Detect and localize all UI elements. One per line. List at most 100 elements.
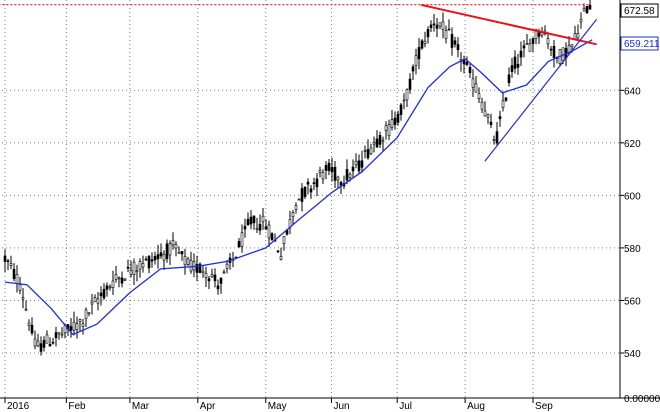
- x-tick-label: Aug: [467, 401, 485, 412]
- candle-body: [90, 301, 94, 305]
- candle-body: [366, 149, 370, 159]
- candle-body: [369, 147, 373, 155]
- candle-body: [225, 263, 229, 269]
- candle-body: [9, 263, 13, 266]
- candle: [309, 185, 313, 199]
- candle: [576, 24, 580, 40]
- candle-body: [81, 323, 85, 327]
- candle-body: [480, 102, 484, 110]
- candle: [18, 276, 22, 295]
- candle-body: [162, 254, 166, 261]
- candle: [282, 236, 286, 251]
- candle: [195, 255, 199, 282]
- candle: [525, 34, 529, 45]
- candle-body: [3, 255, 7, 262]
- candle-body: [297, 198, 301, 201]
- candle: [108, 284, 112, 291]
- candle-body: [444, 30, 448, 39]
- candle: [156, 244, 160, 269]
- candle: [312, 177, 316, 191]
- candle-body: [333, 166, 337, 181]
- candle: [69, 317, 73, 338]
- candle-body: [135, 270, 139, 273]
- candle: [483, 101, 487, 117]
- candle-body: [123, 278, 127, 281]
- candle-body: [93, 297, 97, 303]
- candle-body: [546, 38, 550, 45]
- candle-body: [390, 119, 394, 128]
- candle-body: [261, 215, 265, 223]
- candle: [438, 22, 442, 30]
- candle-body: [213, 274, 217, 282]
- candle: [495, 121, 499, 146]
- candle-body: [75, 323, 79, 330]
- candle-body: [477, 93, 481, 99]
- candle-body: [507, 74, 511, 83]
- candle: [204, 266, 208, 288]
- ma-label-box: [620, 36, 659, 51]
- candle: [159, 243, 163, 259]
- candle-body: [354, 160, 358, 166]
- candle-body: [39, 343, 43, 352]
- candle-body: [141, 263, 145, 268]
- candle: [162, 250, 166, 270]
- candle: [75, 316, 79, 339]
- candle: [210, 268, 214, 278]
- candle-body: [522, 45, 526, 49]
- x-tick-label: Jul: [399, 401, 412, 412]
- candle: [252, 215, 256, 230]
- candle: [45, 330, 49, 344]
- candle-body: [72, 321, 76, 331]
- candle: [441, 12, 445, 39]
- candle-body: [207, 278, 211, 282]
- support-line: [484, 18, 598, 162]
- candle-body: [414, 55, 418, 66]
- resistance-line: [421, 3, 597, 46]
- candle-body: [348, 173, 352, 178]
- y-tick-labels: 540 560 580 600 620 640: [620, 86, 641, 360]
- candle-body: [402, 99, 406, 102]
- candle: [27, 319, 31, 331]
- axes: [0, 0, 660, 399]
- candle-body: [339, 181, 343, 186]
- candle-body: [243, 225, 247, 230]
- candle-body: [33, 338, 37, 347]
- grid: [2, 0, 620, 398]
- x-tick-labels: 2016 Feb Mar Apr May Jun Jul Aug Sep: [4, 398, 553, 412]
- candle: [519, 41, 523, 66]
- candle: [141, 255, 145, 273]
- candle-body: [552, 45, 556, 58]
- candle: [471, 69, 475, 97]
- candle-body: [255, 227, 259, 230]
- candle: [318, 166, 322, 178]
- candle: [327, 159, 331, 176]
- candle-body: [264, 226, 268, 230]
- candle: [150, 252, 154, 268]
- candle-body: [24, 308, 28, 311]
- candle-body: [42, 340, 46, 348]
- candle: [177, 246, 181, 254]
- candle: [372, 136, 376, 153]
- candle-body: [102, 288, 106, 299]
- candle-body: [351, 166, 355, 172]
- candle: [138, 258, 142, 278]
- candle-body: [489, 121, 493, 126]
- y-tick-label: 600: [624, 191, 641, 202]
- candle-body: [195, 264, 199, 273]
- candle: [420, 39, 424, 50]
- trendlines: [0, 3, 598, 162]
- candle: [264, 219, 268, 230]
- candle-body: [360, 160, 364, 168]
- candle-body: [240, 232, 244, 247]
- candle: [48, 337, 52, 347]
- candle: [21, 288, 25, 309]
- candle-body: [165, 243, 169, 260]
- candle-body: [147, 256, 151, 269]
- candle: [288, 210, 292, 235]
- candle-body: [108, 286, 112, 289]
- candle-body: [384, 125, 388, 131]
- candle: [375, 130, 379, 148]
- candle: [111, 270, 115, 296]
- candle-body: [144, 258, 148, 261]
- candle: [390, 110, 394, 131]
